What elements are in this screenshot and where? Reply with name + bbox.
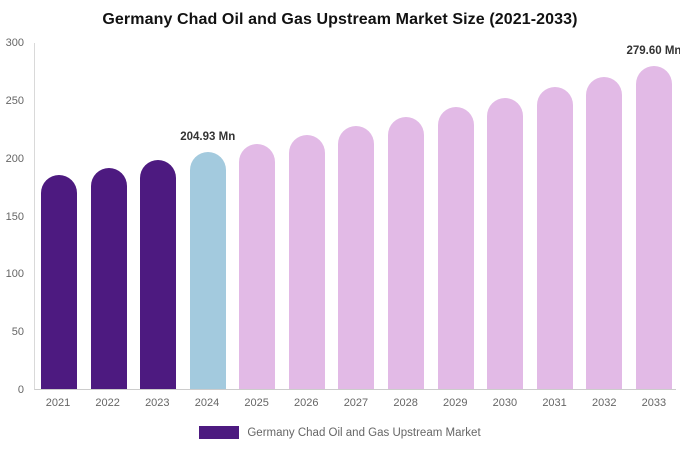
x-label-2029: 2029 [443,397,468,409]
bar-2025[interactable] [239,143,276,389]
bar-2027[interactable] [338,126,375,389]
x-label-2030: 2030 [492,397,518,409]
x-label-2025: 2025 [244,397,269,409]
y-tick-50: 50 [11,326,24,339]
bar-value-label-2033: 279.60 Mn [626,44,680,57]
y-tick-150: 150 [5,210,24,223]
x-label-2032: 2032 [591,397,617,409]
legend-swatch [199,426,240,439]
x-label-2028: 2028 [393,397,418,409]
bar-2023[interactable] [140,160,177,389]
y-axis: 0 50 100 150 200 250 300 [0,37,26,396]
bar-2022[interactable] [90,167,127,389]
bar-value-label-2024: 204.93 Mn [180,131,236,143]
bar-2021[interactable] [41,175,77,389]
chart-title: Germany Chad Oil and Gas Upstream Market… [102,11,578,28]
bar-2030[interactable] [487,97,524,389]
x-label-2027: 2027 [343,397,369,409]
x-label-2021: 2021 [45,397,71,409]
y-tick-300: 300 [5,37,24,49]
bar-2028[interactable] [388,116,425,389]
y-tick-200: 200 [5,152,24,165]
y-tick-250: 250 [5,94,24,107]
bar-2033[interactable]: 279.60 Mn [626,45,680,389]
legend: Germany Chad Oil and Gas Upstream Market [0,426,680,439]
x-label-2033: 2033 [641,397,667,409]
x-label-2031: 2031 [542,397,567,409]
y-tick-100: 100 [5,268,24,281]
x-axis-labels: 2021 2022 2023 2024 2025 2026 2027 2028 2029 2030… [34,397,676,409]
x-label-2023: 2023 [145,397,170,409]
bar-2032[interactable] [586,76,623,389]
bar-2024[interactable]: 204.93 Mn [180,131,235,389]
x-label-2024: 2024 [194,397,220,409]
x-label-2022: 2022 [95,397,120,409]
x-label-2026: 2026 [294,397,319,409]
bar-2031[interactable] [536,87,573,389]
y-tick-0: 0 [17,384,24,396]
plot-area: 204.93 Mn 279.60 Mn [34,43,680,390]
bar-2026[interactable] [288,135,325,389]
bar-2029[interactable] [437,107,474,389]
legend-label: Germany Chad Oil and Gas Upstream Market [247,426,481,439]
